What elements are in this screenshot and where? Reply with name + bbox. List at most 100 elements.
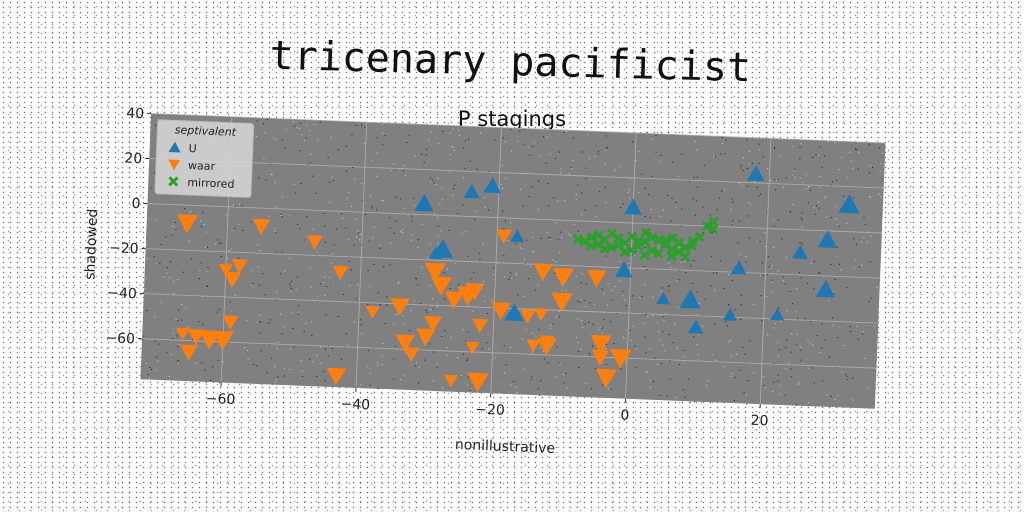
noise-dot <box>453 149 455 151</box>
noise-dot <box>441 187 443 189</box>
noise-dot <box>535 335 537 337</box>
noise-dot <box>346 197 348 199</box>
noise-dot <box>143 335 145 337</box>
noise-dot <box>869 165 871 167</box>
noise-dot <box>479 252 481 254</box>
x-tick-label: −40 <box>340 396 370 413</box>
noise-dot <box>542 136 544 138</box>
noise-dot <box>713 156 715 158</box>
noise-dot <box>671 197 673 199</box>
noise-dot <box>200 262 202 264</box>
noise-dot <box>277 341 279 343</box>
noise-dot <box>544 358 546 360</box>
noise-dot <box>271 174 273 176</box>
noise-dot <box>377 387 379 390</box>
data-point-u <box>463 183 480 199</box>
noise-dot <box>436 216 438 218</box>
noise-dot <box>467 358 469 360</box>
noise-dot <box>206 285 208 287</box>
x-stroke <box>673 247 684 257</box>
noise-dot <box>647 315 649 317</box>
noise-dot <box>483 281 485 283</box>
noise-dot <box>501 187 503 189</box>
noise-dot <box>532 251 534 253</box>
noise-dot <box>520 188 522 190</box>
noise-dot <box>393 163 395 165</box>
noise-dot <box>563 382 565 384</box>
noise-dot <box>523 128 525 130</box>
noise-dot <box>879 171 881 173</box>
noise-dot <box>773 219 775 221</box>
noise-dot <box>181 303 183 305</box>
noise-dot <box>533 141 535 143</box>
noise-dot <box>791 174 793 176</box>
noise-dot <box>171 234 173 236</box>
noise-dot <box>155 219 157 221</box>
noise-dot <box>843 344 845 346</box>
noise-dot <box>863 217 865 219</box>
x-stroke <box>701 221 712 231</box>
noise-dot <box>644 284 646 286</box>
noise-dot <box>555 261 557 263</box>
noise-dot <box>869 261 871 263</box>
noise-dot <box>877 309 879 311</box>
noise-dot <box>780 384 782 386</box>
noise-dot <box>654 357 656 359</box>
noise-dot <box>404 175 406 177</box>
data-point-mirrored <box>640 227 651 238</box>
noise-dot <box>275 139 277 141</box>
noise-dot <box>675 201 677 204</box>
noise-dot <box>798 382 800 384</box>
noise-dot <box>219 308 221 310</box>
x-stroke <box>646 245 657 256</box>
data-point-mirrored <box>579 236 590 247</box>
noise-dot <box>531 376 533 378</box>
noise-dot <box>575 199 577 201</box>
noise-dot <box>317 295 319 297</box>
noise-dot <box>818 154 820 156</box>
noise-dot <box>631 340 633 342</box>
data-point-waar <box>519 309 536 324</box>
noise-dot <box>348 239 350 241</box>
noise-dot <box>342 217 344 219</box>
noise-dot <box>598 329 600 331</box>
noise-dot <box>381 199 383 201</box>
noise-dot <box>472 310 474 312</box>
noise-dot <box>815 205 818 207</box>
noise-dot <box>880 162 882 164</box>
data-point-waar <box>219 264 233 277</box>
noise-dot <box>744 353 746 355</box>
noise-dot <box>643 322 645 324</box>
noise-dot <box>731 224 733 226</box>
noise-dot <box>257 266 259 268</box>
x-grid-line <box>759 138 772 405</box>
noise-dot <box>200 225 202 227</box>
noise-dot <box>800 350 802 352</box>
noise-dot <box>315 192 317 194</box>
noise-dot <box>316 252 318 254</box>
data-point-waar <box>491 302 511 320</box>
noise-dot <box>452 146 454 148</box>
noise-dot <box>870 297 872 299</box>
noise-dot <box>331 284 333 286</box>
noise-dot <box>764 386 766 388</box>
noise-dot <box>172 225 174 227</box>
noise-dot <box>545 162 547 164</box>
noise-dot <box>310 153 312 155</box>
noise-dot <box>813 382 815 384</box>
plot-area: −60 −40 −20 0 20 40 20 0 −20 −40 −60 septivalent … <box>82 105 886 457</box>
noise-dot <box>195 362 197 364</box>
data-markers <box>175 165 860 393</box>
data-point-mirrored <box>633 236 644 247</box>
noise-dot <box>584 323 586 325</box>
noise-dot <box>762 376 764 378</box>
noise-dot <box>510 272 512 274</box>
noise-dot <box>423 161 425 163</box>
noise-dot <box>377 361 379 363</box>
noise-dot <box>274 381 276 383</box>
noise-dot <box>696 149 698 151</box>
noise-dot <box>644 215 646 217</box>
noise-dot <box>856 325 858 327</box>
noise-dot <box>834 279 836 281</box>
noise-dot <box>284 147 286 149</box>
